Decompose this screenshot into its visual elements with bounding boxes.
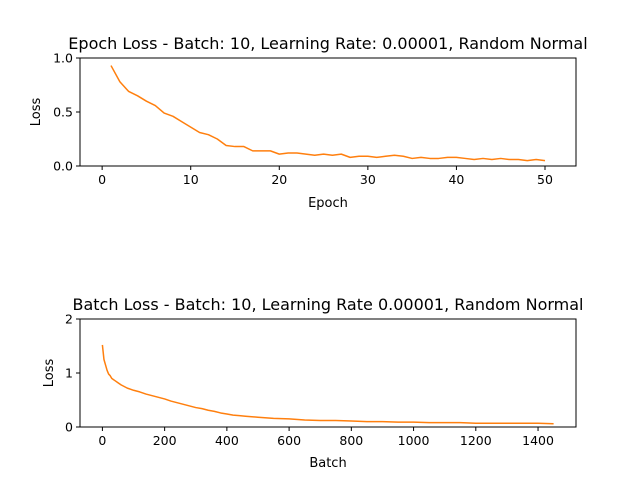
epoch-loss-chart: Epoch Loss - Batch: 10, Learning Rate: 0… [29, 34, 588, 211]
x-tick-label: 20 [271, 172, 287, 187]
chart-title: Epoch Loss - Batch: 10, Learning Rate: 0… [68, 34, 587, 53]
y-tick-label: 2 [65, 312, 73, 327]
y-tick-label: 0.0 [53, 159, 73, 174]
x-tick-label: 0 [98, 433, 106, 448]
x-tick-label: 1400 [522, 433, 554, 448]
x-tick-label: 400 [215, 433, 239, 448]
y-tick-label: 0 [65, 420, 73, 435]
x-tick-label: 10 [183, 172, 199, 187]
y-ticks: 0.0 0.5 1.0 [53, 51, 80, 174]
series-line [101, 344, 554, 425]
y-axis-label: Loss [29, 98, 44, 127]
plot-frame [79, 318, 577, 428]
x-tick-label: 800 [339, 433, 363, 448]
x-tick-label: 40 [448, 172, 464, 187]
x-tick-label: 1200 [460, 433, 492, 448]
x-tick-label: 0 [98, 172, 106, 187]
x-tick-label: 1000 [398, 433, 430, 448]
series-line [110, 65, 546, 162]
batch-loss-chart: Batch Loss - Batch: 10, Learning Rate 0.… [42, 295, 584, 471]
y-tick-label: 1 [65, 366, 73, 381]
x-ticks: 0 200 400 600 800 1000 1200 1400 [98, 427, 554, 448]
plot-frame [79, 57, 577, 167]
chart-title: Batch Loss - Batch: 10, Learning Rate 0.… [73, 295, 584, 314]
x-tick-label: 30 [360, 172, 376, 187]
x-tick-label: 600 [277, 433, 301, 448]
y-tick-label: 0.5 [53, 105, 73, 120]
x-axis-label: Epoch [308, 196, 348, 211]
y-ticks: 0 1 2 [65, 312, 80, 435]
x-ticks: 0 10 20 30 40 50 [98, 166, 553, 187]
x-tick-label: 50 [537, 172, 553, 187]
x-axis-label: Batch [309, 456, 346, 471]
x-tick-label: 200 [153, 433, 177, 448]
y-tick-label: 1.0 [53, 51, 73, 66]
y-axis-label: Loss [42, 359, 57, 388]
